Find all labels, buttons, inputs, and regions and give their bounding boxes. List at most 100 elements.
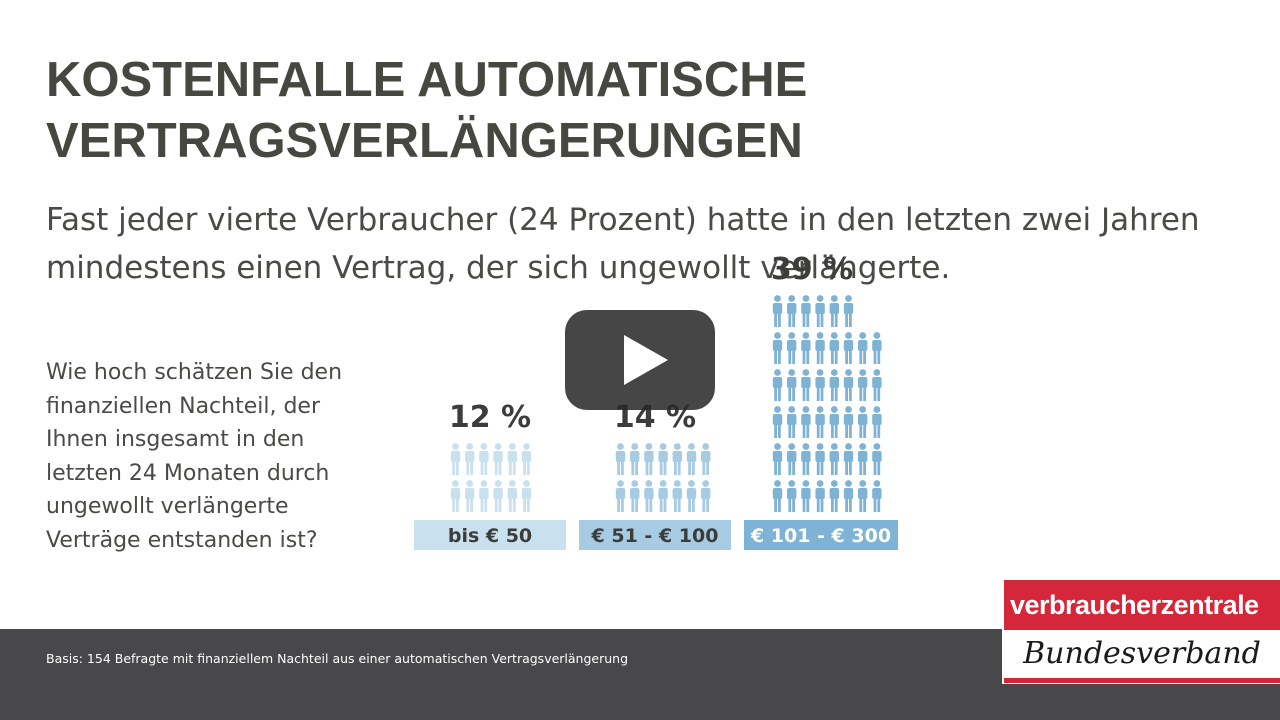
person-icon [644,480,654,512]
person-icon [815,369,825,401]
person-icon [686,480,697,512]
footnote: Basis: 154 Befragte mit finanziellem Nac… [46,651,629,666]
person-icon [507,480,517,512]
survey-question: Wie hoch schätzen Sie den finanziellen N… [46,356,386,557]
person-icon [493,443,503,475]
person-icon [858,480,868,512]
category-label-1: bis € 50 [448,525,532,547]
person-icon [829,406,839,438]
person-icon [772,406,783,438]
person-icon [801,295,811,327]
person-icon [829,332,839,364]
person-icon [772,443,783,475]
person-icon [801,369,811,401]
logo-underline [1004,678,1280,683]
subtitle-line-2: mindestens einen Vertrag, der sich ungew… [46,250,951,286]
category-label-2: € 51 - € 100 [591,525,719,547]
person-icon [801,332,811,364]
person-icon [787,295,797,327]
question-line-2: finanziellen Nachteil, der [46,393,321,419]
person-icon [801,406,811,438]
person-icon [787,369,797,401]
question-line-6: Verträge entstanden ist? [46,527,318,553]
bar-3 [772,295,882,512]
person-icon [615,443,626,475]
person-icon [615,480,626,512]
category-box-3 [744,520,898,550]
person-icon [772,480,783,512]
person-icon [872,406,882,438]
person-icon [815,406,825,438]
person-icon [843,332,854,364]
person-icon [450,480,461,512]
person-icon [772,332,783,364]
person-icon [843,369,854,401]
bar-1 [450,443,532,512]
person-icon [858,332,868,364]
person-icon [872,443,882,475]
person-icon [843,443,854,475]
value-label-3: 39 % [771,252,853,287]
person-icon [829,443,839,475]
person-icon [479,480,489,512]
person-icon [465,480,475,512]
person-icon [644,443,654,475]
person-icon [858,369,868,401]
person-icon [872,332,882,364]
video-play-button[interactable] [565,310,715,410]
person-icon [465,443,475,475]
category-box-2 [579,520,731,550]
person-icon [658,480,668,512]
person-icon [829,369,839,401]
question-line-4: letzten 24 Monaten durch [46,460,330,486]
person-icon [450,443,461,475]
person-icon [815,332,825,364]
person-icon [829,295,839,327]
person-icon [672,480,682,512]
person-icon [772,369,783,401]
person-icon [701,480,711,512]
person-icon [630,443,640,475]
category-box-1 [414,520,566,550]
person-icon [521,480,532,512]
question-line-5: ungewollt verlängerte [46,494,289,519]
brand-logo: verbraucherzentrale Bundesverband [1002,578,1280,684]
logo-wordmark: verbraucherzentrale [1004,580,1280,630]
person-icon [787,332,797,364]
person-icon [787,443,797,475]
person-icon [479,443,489,475]
person-icon [787,480,797,512]
person-icon [815,480,825,512]
person-icon [801,443,811,475]
question-line-1: Wie hoch schätzen Sie den [46,360,343,385]
person-icon [843,406,854,438]
play-icon[interactable] [624,335,668,385]
person-icon [872,480,882,512]
logo-divider [1004,630,1280,632]
person-icon [787,406,797,438]
person-icon [843,480,854,512]
person-icon [493,480,503,512]
person-icon [858,443,868,475]
subtitle-line-1: Fast jeder vierte Verbraucher (24 Prozen… [46,202,1200,238]
title-line-1: KOSTENFALLE AUTOMATISCHE [46,53,808,107]
subtitle: Fast jeder vierte Verbraucher (24 Prozen… [46,196,1246,292]
person-icon [815,295,825,327]
person-icon [858,406,868,438]
person-icon [843,295,854,327]
page-title: KOSTENFALLE AUTOMATISCHE VERTRAGSVERLÄNG… [46,50,1046,172]
logo-subline: Bundesverband [1004,632,1280,678]
person-icon [829,480,839,512]
person-icon [630,480,640,512]
person-icon [507,443,517,475]
person-icon [701,443,711,475]
person-icon [521,443,532,475]
person-icon [772,295,783,327]
value-label-1: 12 % [449,400,531,435]
bar-2 [615,443,711,512]
title-line-2: VERTRAGSVERLÄNGERUNGEN [46,114,803,168]
question-line-3: Ihnen insgesamt in den [46,427,305,452]
person-icon [815,443,825,475]
category-label-3: € 101 - € 300 [750,525,891,547]
person-icon [658,443,668,475]
